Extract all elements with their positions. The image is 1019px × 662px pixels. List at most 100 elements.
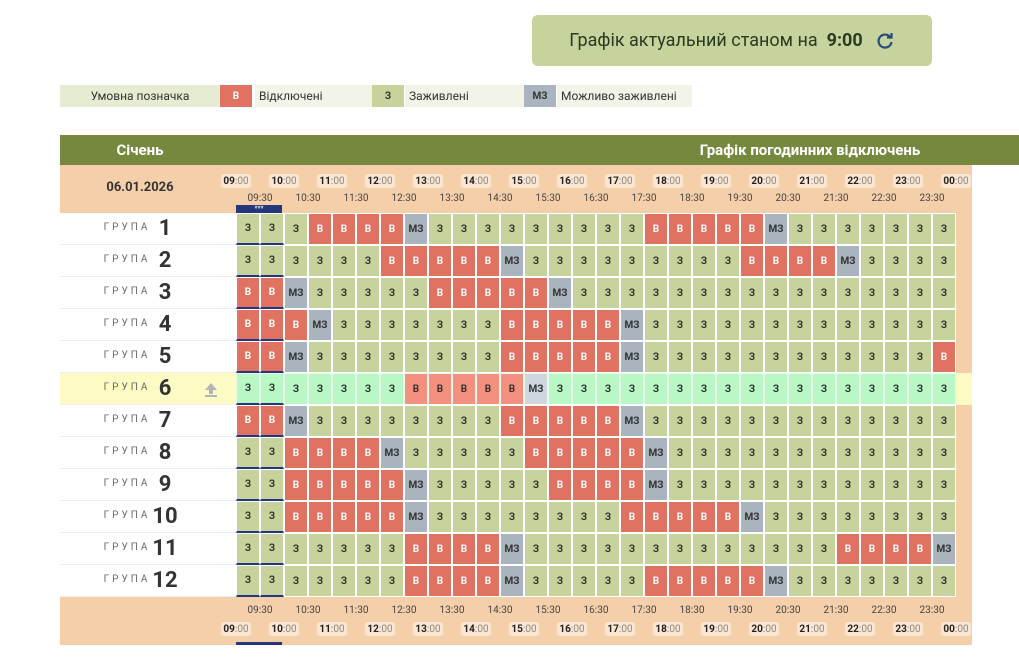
schedule-cell: З <box>812 309 836 341</box>
hour-part: :00 <box>714 623 729 635</box>
pin-svg[interactable] <box>203 381 219 397</box>
schedule-cell: В <box>308 501 332 533</box>
schedule-cell: З <box>908 341 932 373</box>
schedule-cell: З <box>860 309 884 341</box>
hour-part: 10 <box>271 623 283 635</box>
schedule-cell: З <box>644 533 668 565</box>
schedule-cell: З <box>260 437 284 469</box>
refresh-icon[interactable] <box>875 31 895 51</box>
schedule-cell: В <box>356 469 380 501</box>
schedule-cell: МЗ <box>620 405 644 437</box>
half-hour-label: 17:30 <box>631 193 657 204</box>
group-number: 1 <box>158 216 172 241</box>
schedule-cell: З <box>356 533 380 565</box>
schedule-cell: З <box>668 245 692 277</box>
hour-label: 11:00 <box>317 622 347 636</box>
schedule-cell: З <box>644 245 668 277</box>
hour-label: 16:00 <box>557 174 587 188</box>
schedule-cell: З <box>476 309 500 341</box>
schedule-cell: З <box>932 405 956 437</box>
schedule-cell: З <box>356 309 380 341</box>
schedule-cell: В <box>644 565 668 597</box>
schedule-cell: З <box>308 277 332 309</box>
schedule-cell: В <box>428 565 452 597</box>
schedule-cell: З <box>668 341 692 373</box>
schedule-cell: З <box>836 373 860 405</box>
schedule-cell: З <box>644 341 668 373</box>
hour-label: 13:00 <box>413 174 443 188</box>
schedule-cell: З <box>860 213 884 245</box>
half-hour-label: 13:30 <box>439 605 465 616</box>
schedule-cell: З <box>404 309 428 341</box>
schedule-cell: В <box>668 213 692 245</box>
group-word: ГРУПА <box>103 318 151 329</box>
schedule-cell: З <box>764 373 788 405</box>
schedule-cell: МЗ <box>764 565 788 597</box>
schedule-cell: В <box>452 245 476 277</box>
schedule-cell: В <box>548 469 572 501</box>
schedule-cell: В <box>428 245 452 277</box>
half-hour-label: 21:30 <box>823 605 849 616</box>
schedule-cell: З <box>812 277 836 309</box>
schedule-cell: З <box>332 373 356 405</box>
schedule-cell: В <box>452 277 476 309</box>
hour-part: :00 <box>474 623 489 635</box>
schedule-cell: З <box>788 565 812 597</box>
schedule-cell: З <box>380 533 404 565</box>
header-bar <box>60 135 1019 165</box>
schedule-cell: З <box>908 245 932 277</box>
schedule-cell: З <box>260 245 284 277</box>
schedule-cell: З <box>716 341 740 373</box>
legend-label: Відключені <box>255 85 390 107</box>
schedule-cell: З <box>356 277 380 309</box>
schedule-cell: З <box>572 277 596 309</box>
schedule-cell: В <box>596 469 620 501</box>
schedule-cell: З <box>428 213 452 245</box>
hour-part: 09 <box>223 623 235 635</box>
schedule-cell: З <box>236 213 260 245</box>
hour-label: 10:00 <box>269 622 299 636</box>
schedule-cell: З <box>404 277 428 309</box>
schedule-cell: З <box>716 373 740 405</box>
schedule-cell: З <box>260 501 284 533</box>
time-footer <box>60 597 972 645</box>
schedule-cell: МЗ <box>620 309 644 341</box>
hour-part: 18 <box>655 175 667 187</box>
schedule-cell: З <box>380 405 404 437</box>
schedule-cell: В <box>260 405 284 437</box>
hour-label: 21:00 <box>797 622 827 636</box>
hour-part: 21 <box>799 175 811 187</box>
schedule-cell: З <box>860 277 884 309</box>
schedule-cell: В <box>860 533 884 565</box>
schedule-cell: З <box>740 373 764 405</box>
schedule-cell: З <box>620 565 644 597</box>
hour-part: :00 <box>426 175 441 187</box>
hour-part: 18 <box>655 623 667 635</box>
schedule-cell: З <box>452 501 476 533</box>
schedule-cell: З <box>716 405 740 437</box>
schedule-cell: З <box>908 373 932 405</box>
schedule-cell: В <box>428 373 452 405</box>
schedule-cell: З <box>788 501 812 533</box>
schedule-cell: З <box>236 437 260 469</box>
schedule-cell: З <box>428 309 452 341</box>
schedule-cell: З <box>596 245 620 277</box>
group-word: ГРУПА <box>103 382 151 393</box>
schedule-cell: В <box>260 341 284 373</box>
hour-label: 19:00 <box>701 174 731 188</box>
schedule-cell: З <box>932 213 956 245</box>
schedule-cell: З <box>620 245 644 277</box>
legend-code: В <box>220 85 252 107</box>
schedule-cell: З <box>596 213 620 245</box>
schedule-cell: З <box>932 245 956 277</box>
schedule-cell: В <box>740 213 764 245</box>
schedule-cell: З <box>380 565 404 597</box>
schedule-cell: З <box>332 533 356 565</box>
schedule-cell: З <box>668 373 692 405</box>
status-bar: Графік актуальний станом на 9:00 <box>532 15 932 66</box>
hour-part: :00 <box>810 623 825 635</box>
schedule-cell: З <box>740 533 764 565</box>
group-number: 10 <box>152 504 178 529</box>
row-edge <box>956 405 972 437</box>
schedule-cell: З <box>428 341 452 373</box>
